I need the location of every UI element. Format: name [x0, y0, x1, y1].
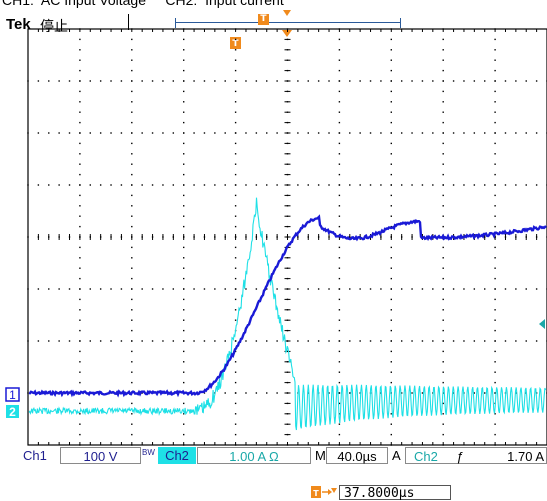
trigger-mode: A [392, 448, 401, 463]
timebase-value[interactable]: 40.0µs [326, 447, 388, 464]
svg-text:T: T [313, 489, 319, 498]
trigger-point-icon [283, 10, 291, 16]
ch1-marker[interactable]: 1 [5, 387, 20, 402]
ch2-label[interactable]: Ch2 [158, 447, 196, 464]
trigger-position-bar-icon: T [258, 14, 269, 25]
timebase-prefix: M [315, 448, 326, 463]
trigger-position-icon: T [311, 486, 337, 498]
channel-caption: CH1: AC Input Voltage CH2: Input current [2, 0, 284, 8]
trigger-level-icon [539, 319, 545, 329]
graticule [27, 28, 547, 446]
brand-logo: Tek [6, 16, 31, 33]
svg-text:1: 1 [9, 388, 16, 402]
ch2-scale[interactable]: 1.00 A Ω [197, 447, 311, 464]
ch1-waveform [28, 214, 547, 398]
trigger-position-readout[interactable]: 37.8000µs [339, 485, 451, 501]
trigger-slope-icon: ƒ [456, 449, 464, 464]
record-position-bar[interactable] [175, 18, 401, 28]
ch1-label[interactable]: Ch1 [23, 448, 47, 463]
trigger-level: 1.70 A [507, 449, 544, 464]
svg-text:2: 2 [9, 405, 16, 419]
trigger-source: Ch2 [414, 449, 438, 464]
ch1-scale[interactable]: 100 V [60, 447, 141, 464]
ch2-waveform [28, 197, 547, 431]
ch2-marker[interactable]: 2 [6, 405, 19, 419]
bandwidth-limit-icon: BW [142, 448, 155, 457]
trigger-arrow-icon [282, 30, 292, 37]
header-divider [128, 14, 129, 30]
trigger-t-icon [230, 37, 241, 49]
acquisition-state: 停止 [40, 18, 68, 34]
trigger-settings[interactable]: Ch2 ƒ 1.70 A [405, 447, 547, 464]
trigger-t-label: T [232, 39, 239, 49]
status-bar: Ch1 100 V BW Ch2 1.00 A Ω M 40.0µs A Ch2… [23, 447, 547, 464]
